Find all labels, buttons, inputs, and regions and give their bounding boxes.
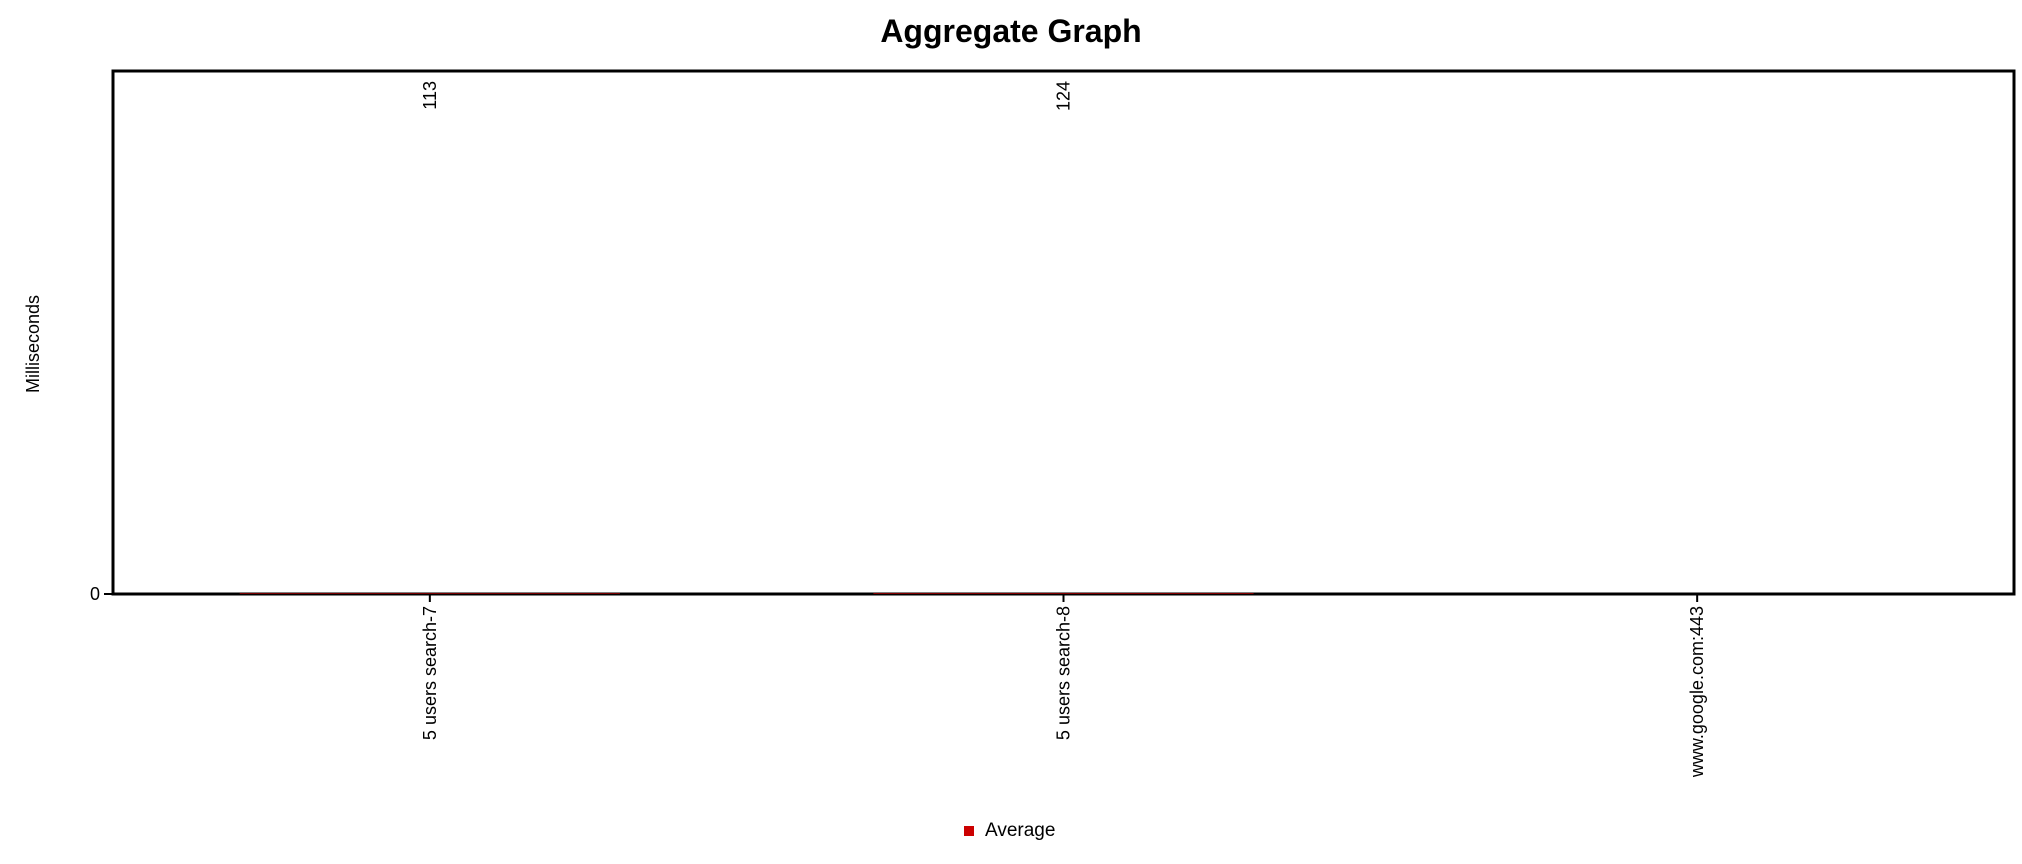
bar-2: [873, 593, 1254, 594]
x-tick-label: www.google.com:443: [1687, 606, 1707, 778]
x-tick-label: 5 users search-7: [420, 606, 440, 740]
x-tick-label: 5 users search-8: [1054, 606, 1074, 740]
legend: Average: [964, 820, 1055, 841]
y-tick-label: 0: [90, 584, 100, 604]
bars-layer: [239, 593, 1254, 594]
chart-title: Aggregate Graph: [880, 13, 1141, 49]
legend-swatch-average: [964, 826, 974, 836]
data-label-1: 113: [420, 81, 440, 110]
data-label-2: 124: [1054, 81, 1074, 111]
plot-area-frame: [111, 69, 2016, 596]
x-ticks-layer: 5 users search-7 5 users search-8 www.goog…: [420, 594, 1707, 778]
bar-1: [239, 593, 620, 594]
data-labels-layer: 113 124: [420, 81, 1074, 111]
y-axis-label: Milliseconds: [23, 295, 43, 393]
legend-label-average: Average: [985, 820, 1055, 841]
